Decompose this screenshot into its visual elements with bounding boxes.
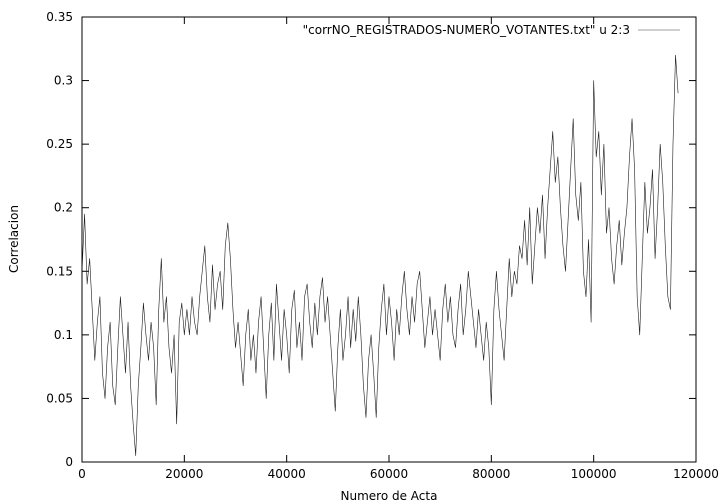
x-tick-label: 20000 (165, 467, 203, 481)
plot-frame (81, 16, 697, 463)
x-tick-label: 60000 (370, 467, 408, 481)
y-tick-label: 0.05 (46, 391, 73, 405)
y-tick-label: 0.25 (46, 137, 73, 151)
axis-tick-labels: 0 20000 40000 60000 80000 100000 120000 0 0.05 0.… (46, 10, 719, 481)
series-line (81, 54, 679, 456)
x-tick-label: 80000 (472, 467, 510, 481)
x-tick-label: 0 (78, 467, 86, 481)
y-tick-label: 0.3 (54, 74, 73, 88)
legend-label: "corrNO_REGISTRADOS-NUMERO_VOTANTES.txt"… (303, 23, 630, 37)
x-tick-label: 40000 (268, 467, 306, 481)
axis-ticks (81, 16, 697, 463)
x-axis-label: Numero de Acta (341, 489, 438, 503)
y-tick-label: 0.1 (54, 328, 73, 342)
y-tick-label: 0.35 (46, 10, 73, 24)
legend: "corrNO_REGISTRADOS-NUMERO_VOTANTES.txt"… (303, 23, 680, 37)
y-axis-label: Correlacion (7, 205, 21, 273)
y-tick-label: 0.15 (46, 264, 73, 278)
y-tick-label: 0 (65, 455, 73, 469)
y-tick-label: 0.2 (54, 201, 73, 215)
x-tick-label: 120000 (673, 467, 719, 481)
series-layer (81, 54, 679, 456)
x-tick-label: 100000 (571, 467, 617, 481)
